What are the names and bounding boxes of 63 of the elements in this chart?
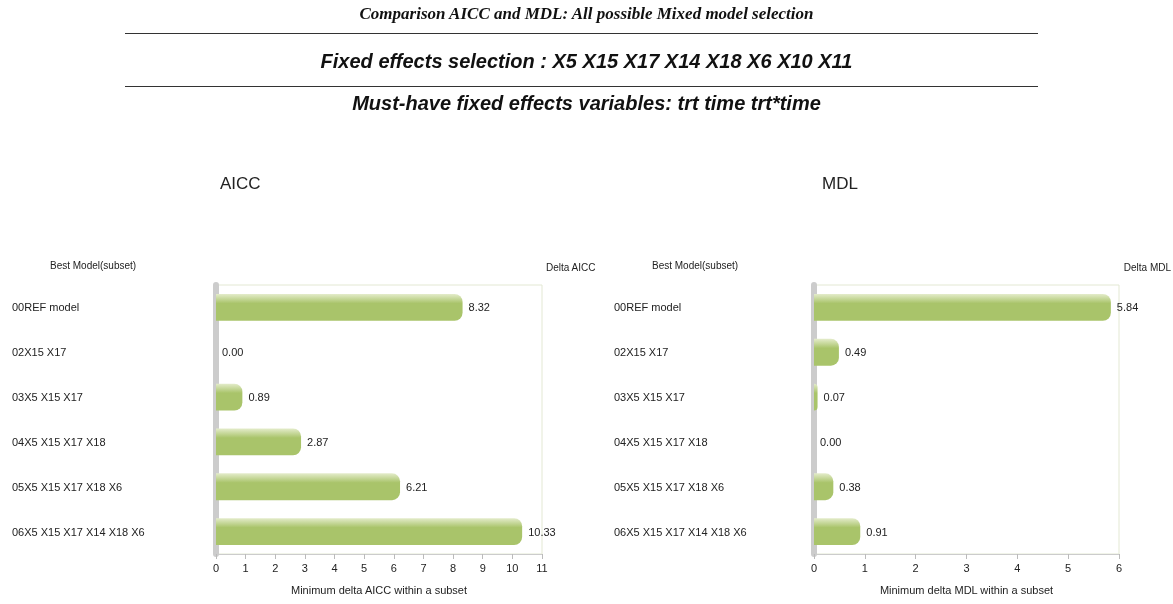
data-label: 10.33 — [528, 525, 556, 538]
data-label: 6.21 — [406, 480, 428, 493]
x-axis-title: Minimum delta AICC within a subset — [290, 583, 468, 596]
text: Fixed effects selection : X5 X15 X17 X14 X18 X6 X10 X11 — [319, 50, 854, 73]
y-tick-label: 00REF model — [614, 301, 682, 314]
x-tick-label: 5 — [361, 561, 368, 574]
x-tick-label: 1 — [242, 561, 249, 574]
x-tick-label: 2 — [912, 561, 919, 574]
x-tick-label: 7 — [420, 561, 427, 574]
y2-axis-title: Delta MDL — [1123, 261, 1172, 273]
x-tick-label: 8 — [450, 561, 457, 574]
bar — [216, 293, 463, 321]
data-label: 0.91 — [866, 525, 888, 538]
bar — [216, 518, 523, 546]
x-tick-label: 3 — [963, 561, 970, 574]
y-tick-label: 03X5 X15 X17 — [614, 391, 685, 404]
y2-axis-title: Delta AICC — [545, 261, 596, 273]
data-label: 2.87 — [307, 435, 329, 448]
x-tick-label: 3 — [301, 561, 308, 574]
x-tick-label: 6 — [390, 561, 397, 574]
x-tick-label: 6 — [1115, 561, 1123, 574]
x-tick-label: 0 — [810, 561, 818, 574]
y-axis-title: Best Model(subset) — [50, 259, 137, 271]
chart-title: MDL — [822, 174, 858, 193]
x-tick-label: 2 — [272, 561, 279, 574]
data-label: 8.32 — [468, 301, 490, 314]
data-label: 0.89 — [248, 391, 270, 404]
bar — [814, 338, 839, 366]
bar — [814, 473, 834, 501]
y-tick-label: 06X5 X15 X17 X14 X18 X6 — [12, 525, 145, 538]
x-axis-title: Minimum delta MDL within a subset — [879, 583, 1054, 596]
y-tick-label: 04X5 X15 X17 X18 — [614, 435, 708, 448]
x-tick-label: 4 — [1014, 561, 1021, 574]
x-tick-label: 10 — [506, 561, 519, 574]
y-tick-label: 02X15 X17 — [614, 346, 669, 359]
x-tick-label: 0 — [212, 561, 220, 574]
data-label: 0.38 — [839, 480, 861, 493]
data-label: 0.49 — [844, 346, 867, 359]
text: Comparison AICC and MDL: All possible Mixed model selection — [358, 4, 815, 24]
y-tick-label: 00REF model — [12, 301, 80, 314]
data-label: 5.84 — [1116, 301, 1139, 314]
bar — [814, 518, 861, 546]
x-tick-label: 11 — [536, 561, 548, 574]
y-tick-label: 05X5 X15 X17 X18 X6 — [12, 480, 123, 493]
bar — [216, 383, 243, 411]
x-tick-label: 5 — [1065, 561, 1072, 574]
x-tick-label: 4 — [331, 561, 338, 574]
chart-title: AICC — [220, 174, 261, 193]
y-tick-label: 04X5 X15 X17 X18 — [12, 435, 106, 448]
y-tick-label: 03X5 X15 X17 — [12, 391, 83, 404]
x-tick-label: 9 — [479, 561, 486, 574]
x-tick-label: 1 — [861, 561, 868, 574]
text: Must-have fixed effects variables: trt time trt*time — [351, 92, 822, 115]
bar — [814, 293, 1111, 321]
bar — [216, 428, 302, 456]
y-tick-label: 02X15 X17 — [12, 346, 67, 359]
data-label: 0.00 — [222, 346, 244, 359]
y-tick-label: 05X5 X15 X17 X18 X6 — [614, 480, 725, 493]
bar — [216, 473, 401, 501]
data-label: 0.00 — [820, 435, 842, 448]
y-axis-title: Best Model(subset) — [652, 259, 739, 271]
data-label: 0.07 — [823, 391, 845, 404]
y-tick-label: 06X5 X15 X17 X14 X18 X6 — [614, 525, 747, 538]
